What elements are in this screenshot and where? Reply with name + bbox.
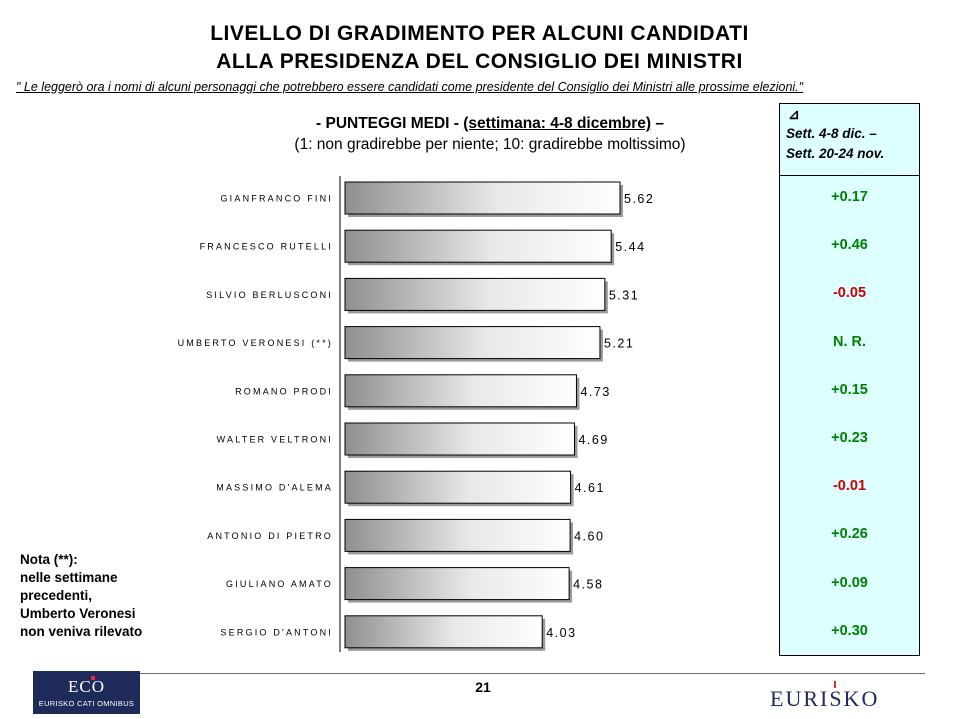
bar [344,422,575,456]
bar [344,374,577,408]
category-label: SILVIO BERLUSCONI [206,290,333,300]
bar [344,518,571,552]
chart-scale-note: (1: non gradirebbe per niente; 10: gradi… [294,136,686,153]
weekly-change-panel: ⊿ Sett. 4-8 dic. – Sett. 20-24 nov. +0.1… [779,103,920,656]
delta-value: +0.09 [831,574,868,591]
value-label: 4.73 [580,385,610,399]
value-label: 5.21 [604,337,634,351]
panel-header-line1: Sett. 4-8 dic. – [786,126,877,141]
category-label: GIULIANO AMATO [226,579,333,589]
category-label: GIANFRANCO FINI [220,194,333,204]
delta-icon: ⊿ [788,106,800,122]
eco-logo: ECO EURISKO CATI OMNIBUS [33,671,140,714]
delta-value: -0.05 [832,285,867,302]
category-label: WALTER VELTRONI [217,435,333,445]
delta-value: +0.30 [831,622,868,639]
footnote-line: nelle settimane [20,570,118,585]
category-label: SERGIO D'ANTONI [220,627,333,637]
bar [344,470,572,504]
value-label: 4.60 [574,529,604,543]
eurisko-logo: EURISKO [770,686,880,711]
bar [344,181,621,215]
page-number: 21 [475,679,491,695]
delta-value: +0.46 [831,237,868,254]
eco-logo-dot [91,676,95,680]
footnote-line: non veniva rilevato [20,624,143,639]
panel-header: ⊿ Sett. 4-8 dic. – Sett. 20-24 nov. [780,104,919,176]
chart-subtitle: - PUNTEGGI MEDI - (settimana: 4-8 dicemb… [230,115,750,133]
page-title-line1: LIVELLO DI GRADIMENTO PER ALCUNI CANDIDA… [210,22,749,45]
value-label: 5.44 [615,240,645,254]
delta-value: +0.23 [831,430,868,446]
delta-value: N. R. [832,333,867,350]
question-quote: " Le leggerò ora i nomi di alcuni person… [16,80,804,94]
footnote: Nota (**): nelle settimane precedenti, U… [20,551,142,641]
footnote-line: Umberto Veronesi [20,606,136,621]
category-label: ROMANO PRODI [235,386,333,396]
footnote-line: precedenti, [20,588,93,603]
value-label: 4.61 [575,481,605,495]
page-title-line2: ALLA PRESIDENZA DEL CONSIGLIO DEI MINIST… [216,50,743,73]
bar [344,567,570,601]
category-label: ANTONIO DI PIETRO [207,531,333,541]
value-label: 4.03 [546,626,576,640]
value-label: 4.69 [578,433,608,447]
delta-value: +0.17 [831,189,868,205]
footer-divider [140,673,925,674]
eurisko-logo-mark [834,681,836,688]
category-label: MASSIMO D'ALEMA [216,483,333,493]
category-label: FRANCESCO RUTELLI [200,242,333,252]
category-label: UMBERTO VERONESI (**) [178,338,333,348]
delta-value: -0.01 [832,478,867,495]
delta-value: +0.15 [831,381,868,398]
delta-value: +0.26 [831,526,868,543]
subtitle-week: (settimana: 4-8 dicembre) [463,115,652,132]
panel-header-line2: Sett. 20-24 nov. [786,146,885,161]
bar [344,615,543,649]
value-label: 5.62 [624,192,654,206]
subtitle-prefix: - PUNTEGGI MEDI - [316,115,464,132]
eco-logo-text: ECO [68,677,105,696]
subtitle-suffix: – [651,115,664,132]
value-label: 5.31 [609,288,639,302]
eco-logo-subtitle: EURISKO CATI OMNIBUS [38,699,135,708]
value-label: 4.58 [573,578,603,592]
bar [344,277,606,311]
bar [344,229,612,263]
footnote-line: Nota (**): [20,552,78,567]
bar [344,326,601,360]
